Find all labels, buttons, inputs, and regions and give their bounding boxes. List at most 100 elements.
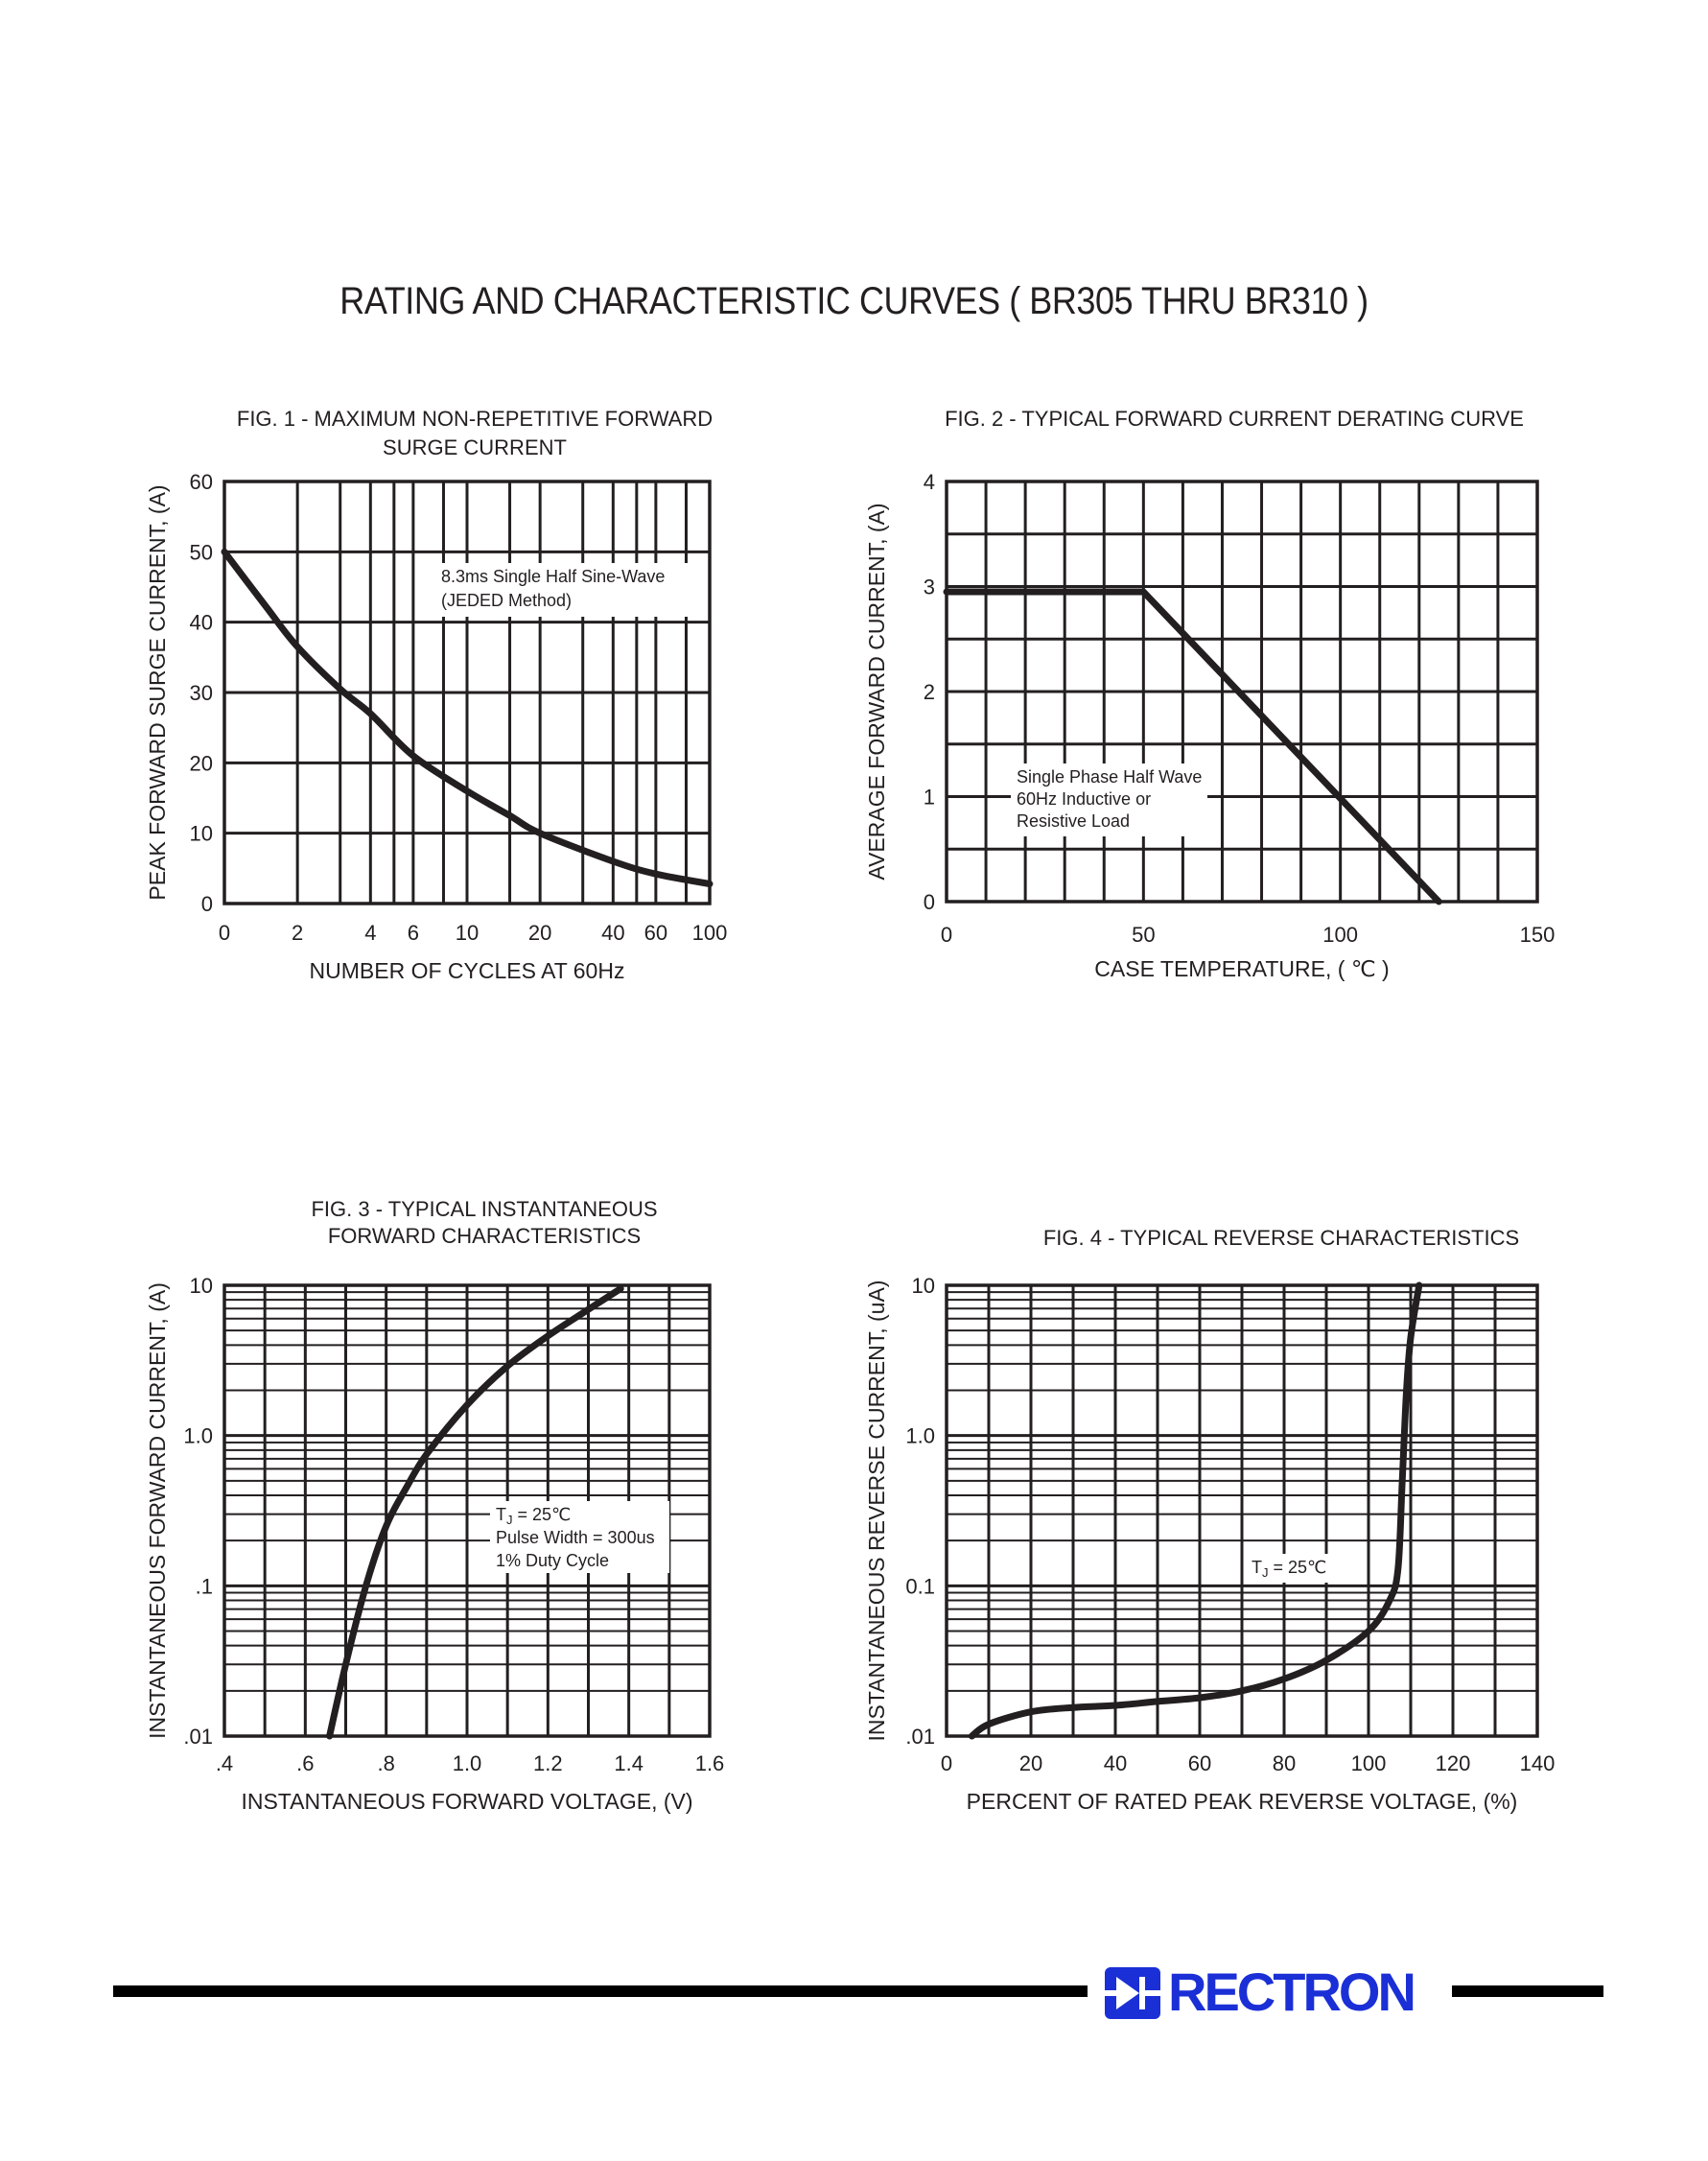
fig2-annotation: Single Phase Half Wave	[1017, 767, 1202, 787]
fig3-annotation-tj: T	[496, 1505, 506, 1524]
fig3-x-tick-label: .6	[296, 1751, 314, 1775]
fig4-annotation-sub: J	[1262, 1565, 1269, 1580]
fig2-y-tick-label: 0	[924, 890, 935, 914]
fig4-annotation-tj: T	[1252, 1558, 1262, 1577]
fig3-annotation-value: = 25℃	[513, 1505, 572, 1524]
fig2-annotation: Resistive Load	[1017, 811, 1130, 831]
fig1-grid	[224, 482, 710, 904]
fig2-y-axis-title: AVERAGE FORWARD CURRENT, (A)	[864, 503, 889, 880]
fig3-y-tick-label: .1	[196, 1574, 213, 1598]
fig1-x-tick-label: 0	[219, 921, 230, 945]
fig4-series-line	[968, 1281, 1423, 1740]
fig1-annotation: 8.3ms Single Half Sine-Wave	[441, 567, 665, 586]
fig1-x-tick-label: 6	[408, 921, 419, 945]
fig1-title: SURGE CURRENT	[383, 435, 567, 459]
fig4-plot-frame	[945, 1283, 1539, 1738]
fig1-title: FIG. 1 - MAXIMUM NON-REPETITIVE FORWARD	[237, 407, 713, 431]
fig4-y-axis-title: INSTANTANEOUS REVERSE CURRENT, (uA)	[864, 1280, 889, 1742]
fig1-x-tick-label: 4	[364, 921, 376, 945]
fig2-annotation-box	[1011, 763, 1207, 836]
fig2-y-tick-label: 1	[924, 786, 935, 810]
fig2-x-tick-label: 100	[1322, 923, 1358, 947]
fig4-grid	[947, 1285, 1537, 1736]
fig2-title: FIG. 2 - TYPICAL FORWARD CURRENT DERATIN…	[945, 407, 1524, 431]
fig4-annotation: TJ = 25℃	[1252, 1558, 1326, 1580]
page-title: RATING AND CHARACTERISTIC CURVES ( BR305…	[339, 280, 1369, 322]
fig3-x-tick-label: .8	[377, 1751, 394, 1775]
fig1-y-tick-label: 60	[190, 470, 213, 494]
fig4-y-tick-label: 0.1	[905, 1574, 935, 1598]
fig3-annotation-sub: J	[506, 1513, 513, 1527]
fig3-x-axis-title: INSTANTANEOUS FORWARD VOLTAGE, (V)	[241, 1789, 692, 1814]
fig2-annotation: 60Hz Inductive or	[1017, 789, 1151, 809]
footer-rule-left	[113, 1985, 1088, 1997]
fig3-annotation: TJ = 25℃	[496, 1505, 571, 1527]
fig4-y-tick-label: 1.0	[905, 1424, 935, 1448]
fig2-series-line	[943, 588, 1442, 905]
rectron-diode-logo-icon	[1105, 1967, 1160, 2019]
fig4-x-tick-label: 100	[1351, 1751, 1387, 1775]
fig2-plot-frame	[945, 480, 1539, 904]
fig3-x-tick-label: 1.6	[695, 1751, 725, 1775]
fig3-y-axis-title: INSTANTANEOUS FORWARD CURRENT, (A)	[145, 1282, 170, 1739]
fig4-y-tick-label: .01	[905, 1725, 935, 1749]
fig2-x-tick-label: 50	[1132, 923, 1155, 947]
fig4-x-tick-label: 20	[1019, 1751, 1042, 1775]
fig3-title: FORWARD CHARACTERISTICS	[328, 1224, 641, 1248]
fig4-chart: FIG. 4 - TYPICAL REVERSE CHARACTERISTICS…	[864, 1226, 1555, 1814]
fig1-x-tick-label: 100	[692, 921, 728, 945]
fig3-annotation-box	[490, 1501, 669, 1573]
fig4-annotation-box	[1246, 1554, 1337, 1583]
fig2-x-tick-label: 0	[941, 923, 952, 947]
fig1-y-tick-label: 0	[201, 892, 213, 916]
fig4-title: FIG. 4 - TYPICAL REVERSE CHARACTERISTICS	[1043, 1226, 1519, 1250]
fig2-y-tick-label: 4	[924, 470, 935, 494]
fig4-x-tick-label: 60	[1188, 1751, 1211, 1775]
fig3-chart: FIG. 3 - TYPICAL INSTANTANEOUS FORWARD CH…	[145, 1197, 724, 1814]
fig1-y-tick-label: 20	[190, 751, 213, 775]
fig1-y-tick-label: 50	[190, 540, 213, 564]
fig4-x-tick-label: 80	[1273, 1751, 1296, 1775]
fig2-chart: FIG. 2 - TYPICAL FORWARD CURRENT DERATIN…	[864, 407, 1555, 981]
fig4-x-tick-label: 0	[941, 1751, 952, 1775]
brand-name: RECTRON	[1168, 1961, 1416, 2022]
fig1-y-tick-label: 10	[190, 822, 213, 846]
fig4-annotation-value: = 25℃	[1269, 1558, 1327, 1577]
fig1-y-axis-title: PEAK FORWARD SURGE CURRENT, (A)	[145, 484, 170, 900]
fig1-x-tick-label: 10	[456, 921, 479, 945]
fig3-x-tick-label: 1.0	[453, 1751, 482, 1775]
fig2-y-tick-label: 2	[924, 680, 935, 704]
fig3-title: FIG. 3 - TYPICAL INSTANTANEOUS	[311, 1197, 657, 1221]
fig1-x-tick-label: 20	[528, 921, 551, 945]
fig1-x-tick-label: 60	[644, 921, 667, 945]
fig1-annotation: (JEDED Method)	[441, 591, 572, 610]
fig4-x-tick-label: 40	[1104, 1751, 1127, 1775]
fig1-annotation-box	[435, 563, 690, 617]
fig4-x-tick-label: 120	[1436, 1751, 1471, 1775]
fig3-annotation: 1% Duty Cycle	[496, 1551, 609, 1570]
fig3-x-tick-label: 1.2	[533, 1751, 563, 1775]
fig1-series-line	[221, 548, 714, 887]
fig1-x-tick-label: 40	[601, 921, 624, 945]
footer-rule-right	[1452, 1985, 1603, 1997]
fig1-x-axis-title: NUMBER OF CYCLES AT 60Hz	[310, 958, 625, 983]
fig3-y-tick-label: 10	[190, 1274, 213, 1298]
fig3-series-line	[326, 1285, 624, 1740]
fig1-x-tick-label: 2	[292, 921, 303, 945]
fig4-x-axis-title: PERCENT OF RATED PEAK REVERSE VOLTAGE, (…	[967, 1789, 1518, 1814]
fig2-y-tick-label: 3	[924, 575, 935, 599]
fig3-y-tick-label: .01	[183, 1725, 213, 1749]
fig1-y-tick-label: 40	[190, 611, 213, 635]
fig2-x-axis-title: CASE TEMPERATURE, ( ℃ )	[1094, 956, 1389, 981]
fig3-y-tick-label: 1.0	[183, 1424, 213, 1448]
fig4-x-tick-label: 140	[1520, 1751, 1556, 1775]
fig4-y-tick-label: 10	[912, 1274, 935, 1298]
fig3-plot-frame	[222, 1283, 712, 1738]
fig2-x-tick-label: 150	[1520, 923, 1556, 947]
fig3-x-tick-label: .4	[216, 1751, 233, 1775]
fig1-y-tick-label: 30	[190, 681, 213, 705]
fig1-plot-frame	[222, 480, 712, 905]
fig1-chart: FIG. 1 - MAXIMUM NON-REPETITIVE FORWARD S…	[145, 407, 727, 983]
fig3-x-tick-label: 1.4	[614, 1751, 643, 1775]
